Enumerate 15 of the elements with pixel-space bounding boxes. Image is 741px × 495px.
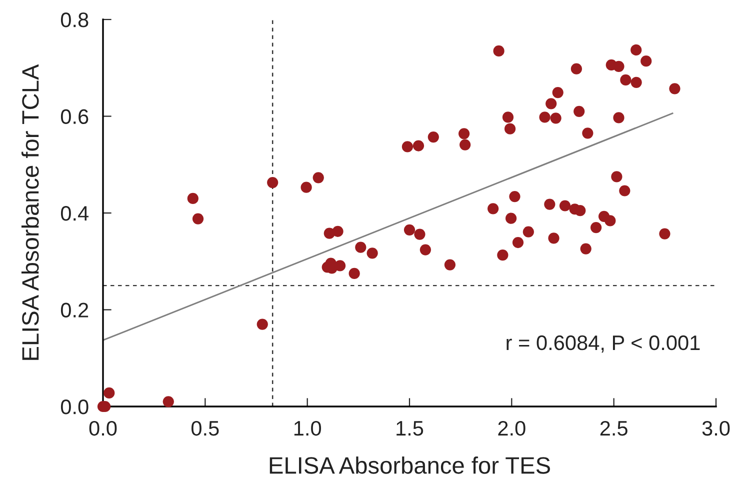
x-tick-label: 0.0 — [89, 420, 117, 436]
y-tick-label: 0.2 — [60, 302, 88, 318]
x-axis-title: ELISA Absorbance for TES — [270, 456, 550, 474]
x-tick-label: 1.5 — [396, 421, 424, 436]
y-tick-label: 0.4 — [60, 206, 89, 221]
x-tick-label: 3.0 — [702, 420, 730, 436]
x-tick-label: 2.5 — [600, 420, 628, 436]
x-tick-label: 2.0 — [498, 420, 526, 436]
y-axis-title: ELISA Absorbance for TCLA — [21, 64, 39, 360]
y-tick-label: 0.6 — [60, 109, 88, 124]
annotation: r = 0.6084, P < 0.001 — [506, 335, 700, 353]
y-tick-label: 0.8 — [60, 12, 88, 28]
y-tick-label: 0.0 — [60, 400, 88, 414]
x-tick-label: 1.0 — [294, 420, 321, 436]
x-tick-label: 0.5 — [192, 420, 219, 436]
